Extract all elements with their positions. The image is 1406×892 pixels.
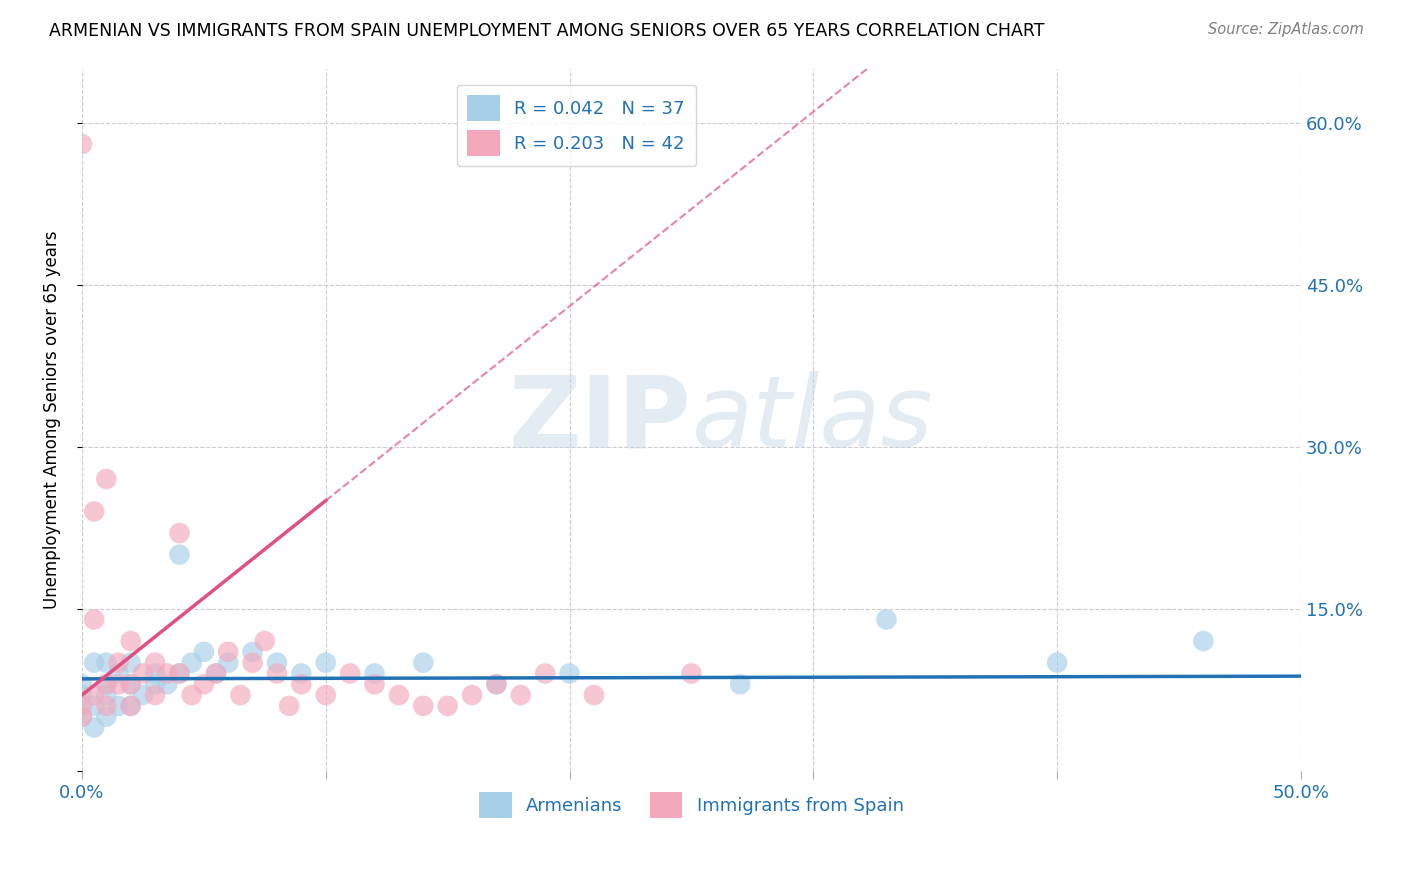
Text: ARMENIAN VS IMMIGRANTS FROM SPAIN UNEMPLOYMENT AMONG SENIORS OVER 65 YEARS CORRE: ARMENIAN VS IMMIGRANTS FROM SPAIN UNEMPL… bbox=[49, 22, 1045, 40]
Point bbox=[120, 677, 142, 691]
Point bbox=[83, 612, 105, 626]
Point bbox=[83, 688, 105, 702]
Point bbox=[143, 688, 166, 702]
Point bbox=[461, 688, 484, 702]
Point bbox=[1046, 656, 1069, 670]
Point bbox=[229, 688, 252, 702]
Point bbox=[193, 645, 215, 659]
Legend: Armenians, Immigrants from Spain: Armenians, Immigrants from Spain bbox=[472, 785, 911, 825]
Point bbox=[205, 666, 228, 681]
Point bbox=[485, 677, 508, 691]
Point bbox=[96, 709, 118, 723]
Point bbox=[363, 666, 385, 681]
Text: Source: ZipAtlas.com: Source: ZipAtlas.com bbox=[1208, 22, 1364, 37]
Point bbox=[70, 709, 93, 723]
Point bbox=[70, 698, 93, 713]
Point bbox=[485, 677, 508, 691]
Point bbox=[436, 698, 458, 713]
Point bbox=[363, 677, 385, 691]
Point bbox=[315, 688, 337, 702]
Point bbox=[169, 548, 191, 562]
Point bbox=[83, 698, 105, 713]
Point bbox=[120, 698, 142, 713]
Point bbox=[388, 688, 411, 702]
Point bbox=[83, 656, 105, 670]
Point bbox=[70, 677, 93, 691]
Point bbox=[120, 634, 142, 648]
Point bbox=[253, 634, 276, 648]
Point bbox=[242, 645, 264, 659]
Text: atlas: atlas bbox=[692, 371, 934, 468]
Point bbox=[96, 677, 118, 691]
Point bbox=[70, 709, 93, 723]
Point bbox=[266, 666, 288, 681]
Point bbox=[681, 666, 703, 681]
Point bbox=[217, 656, 239, 670]
Point bbox=[1192, 634, 1215, 648]
Point bbox=[169, 666, 191, 681]
Point bbox=[169, 526, 191, 541]
Point bbox=[509, 688, 531, 702]
Point bbox=[107, 656, 129, 670]
Point bbox=[217, 645, 239, 659]
Point bbox=[315, 656, 337, 670]
Point bbox=[83, 721, 105, 735]
Point bbox=[412, 698, 434, 713]
Point bbox=[143, 666, 166, 681]
Point bbox=[96, 677, 118, 691]
Point bbox=[558, 666, 581, 681]
Point bbox=[266, 656, 288, 670]
Point bbox=[169, 666, 191, 681]
Point bbox=[582, 688, 605, 702]
Point bbox=[180, 688, 202, 702]
Point bbox=[156, 666, 179, 681]
Point bbox=[107, 677, 129, 691]
Point bbox=[534, 666, 557, 681]
Point bbox=[156, 677, 179, 691]
Point bbox=[70, 137, 93, 152]
Point bbox=[278, 698, 301, 713]
Point bbox=[96, 688, 118, 702]
Point bbox=[728, 677, 751, 691]
Point bbox=[290, 677, 312, 691]
Point bbox=[132, 688, 155, 702]
Point bbox=[339, 666, 361, 681]
Point bbox=[143, 656, 166, 670]
Point bbox=[83, 504, 105, 518]
Point bbox=[205, 666, 228, 681]
Point bbox=[875, 612, 897, 626]
Point bbox=[107, 698, 129, 713]
Point bbox=[143, 677, 166, 691]
Point bbox=[107, 666, 129, 681]
Point bbox=[120, 656, 142, 670]
Point bbox=[242, 656, 264, 670]
Point bbox=[290, 666, 312, 681]
Point bbox=[193, 677, 215, 691]
Point bbox=[70, 688, 93, 702]
Point bbox=[132, 666, 155, 681]
Point bbox=[120, 698, 142, 713]
Point bbox=[96, 698, 118, 713]
Point bbox=[180, 656, 202, 670]
Y-axis label: Unemployment Among Seniors over 65 years: Unemployment Among Seniors over 65 years bbox=[44, 230, 60, 609]
Text: ZIP: ZIP bbox=[509, 371, 692, 468]
Point bbox=[96, 656, 118, 670]
Point bbox=[120, 677, 142, 691]
Point bbox=[412, 656, 434, 670]
Point bbox=[96, 472, 118, 486]
